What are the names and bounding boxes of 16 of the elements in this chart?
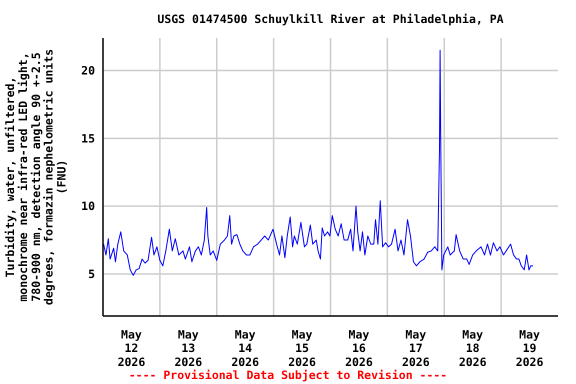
x-tick-label: May 15 2026 [288, 327, 316, 369]
x-tick-label: May 12 2026 [118, 327, 146, 369]
y-tick-label: 10 [81, 199, 96, 214]
y-axis-title: Turbidity, water, unfiltered, monochrome near infra-red LED light, 780-900 nm, detection angle 90 +-2.5 degrees, formazin nephelometric units (FNU) [3, 48, 69, 306]
text: ---- Provisional Data Subject to Revision ---- [128, 368, 448, 382]
x-tick-label: May 17 2026 [402, 327, 430, 369]
line-series [103, 50, 534, 276]
x-tick-label: May 18 2026 [458, 327, 487, 369]
x-tick-label: May 13 2026 [174, 327, 202, 369]
chart-title: USGS 01474500 Schuylkill River at Philadelphia, PA [156, 12, 505, 26]
x-tick-label: May 14 2026 [231, 327, 260, 369]
y-tick-label: 20 [81, 64, 96, 78]
y-tick-label: 15 [81, 131, 96, 146]
x-tick-label: May 16 2026 [345, 327, 373, 369]
y-tick-label: 5 [88, 267, 96, 282]
x-tick-label: May 19 2026 [516, 327, 544, 369]
